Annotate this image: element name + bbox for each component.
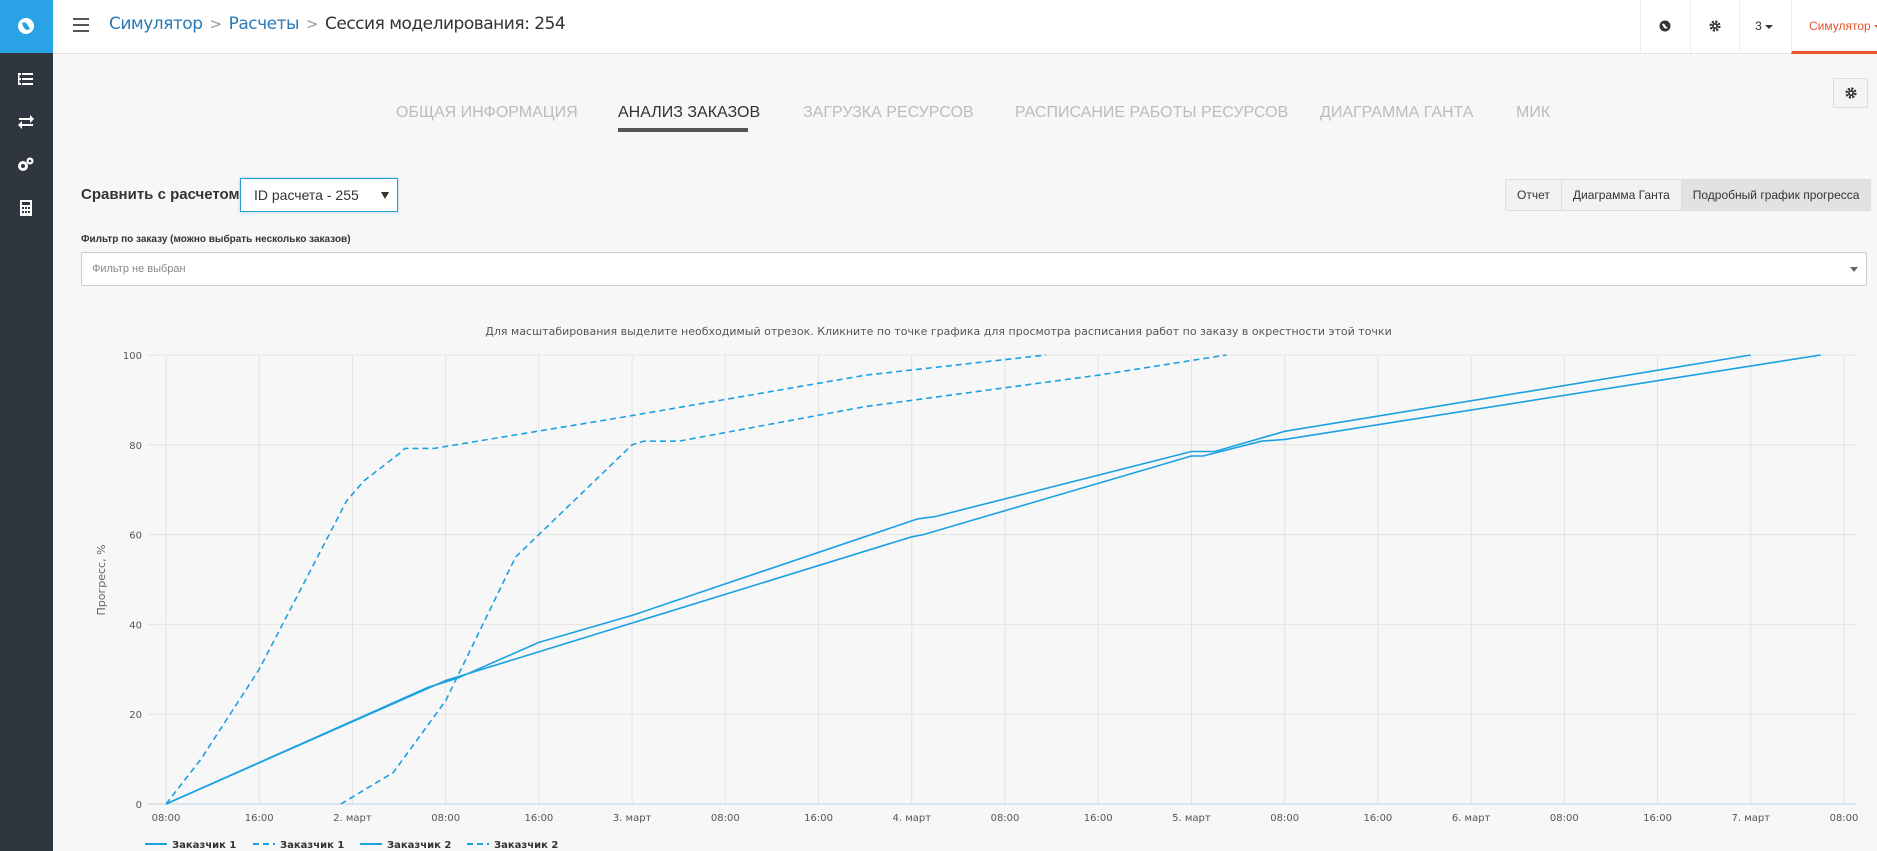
view-button-group: Отчет Диаграмма Ганта Подробный график п… bbox=[1505, 179, 1872, 211]
sidebar bbox=[0, 0, 53, 851]
x-tick-label: 3. март bbox=[613, 813, 652, 824]
x-tick-label: 16:00 bbox=[1643, 813, 1672, 824]
x-tick-label: 6. март bbox=[1452, 813, 1491, 824]
series-line[interactable] bbox=[340, 354, 1227, 805]
language-button[interactable] bbox=[1640, 0, 1690, 53]
app-logo[interactable] bbox=[0, 0, 53, 53]
breadcrumb-separator: > bbox=[209, 15, 223, 33]
breadcrumb-separator: > bbox=[305, 15, 319, 33]
globe-logo-icon bbox=[18, 18, 34, 34]
x-tick-label: 2. март bbox=[333, 813, 372, 824]
breadcrumb-current: Сессия моделирования: 254 bbox=[325, 14, 566, 34]
legend-item[interactable]: Заказчик 2 bbox=[494, 840, 558, 851]
user-menu[interactable]: Симулятор bbox=[1791, 0, 1877, 54]
series-line[interactable] bbox=[165, 354, 1821, 805]
x-tick-label: 08:00 bbox=[1830, 813, 1859, 824]
x-tick-label: 08:00 bbox=[431, 813, 460, 824]
exchange-icon[interactable] bbox=[15, 111, 37, 133]
gear-icon bbox=[1709, 20, 1721, 32]
x-tick-label: 08:00 bbox=[711, 813, 740, 824]
cogs-icon[interactable] bbox=[15, 154, 37, 176]
gantt-button[interactable]: Диаграмма Ганта bbox=[1562, 180, 1682, 210]
tab-order-analysis[interactable]: АНАЛИЗ ЗАКАЗОВ bbox=[618, 104, 761, 121]
report-button[interactable]: Отчет bbox=[1506, 180, 1562, 210]
y-tick-label: 60 bbox=[129, 531, 142, 542]
y-tick-label: 0 bbox=[136, 800, 142, 811]
legend-item[interactable]: Заказчик 2 bbox=[387, 840, 451, 851]
chart-settings-button[interactable] bbox=[1833, 78, 1868, 108]
top-bar: Симулятор > Расчеты > Сессия моделирования: … bbox=[53, 0, 1877, 54]
number-value: 3 bbox=[1755, 19, 1762, 33]
x-tick-label: 08:00 bbox=[991, 813, 1020, 824]
progress-chart-button[interactable]: Подробный график прогресса bbox=[1681, 180, 1871, 210]
chevron-down-icon bbox=[1850, 267, 1858, 272]
settings-button[interactable] bbox=[1690, 0, 1740, 53]
progress-chart[interactable]: 08:00 16:00 2. март 08:00 16:00 3. март 08:00 1… bbox=[53, 340, 1877, 851]
filter-label: Фильтр по заказу (можно выбрать нескольк… bbox=[81, 234, 351, 245]
breadcrumb-simulator[interactable]: Симулятор bbox=[109, 14, 203, 34]
x-tick-label: 08:00 bbox=[1270, 813, 1299, 824]
breadcrumb-calculations[interactable]: Расчеты bbox=[228, 14, 300, 34]
list-icon[interactable] bbox=[15, 69, 37, 91]
compare-select[interactable]: ID расчета - 255 bbox=[240, 178, 398, 212]
tab-gantt[interactable]: ДИАГРАММА ГАНТА bbox=[1320, 104, 1474, 121]
x-tick-label: 5. март bbox=[1172, 813, 1211, 824]
y-tick-label: 80 bbox=[129, 441, 142, 452]
breadcrumb: Симулятор > Расчеты > Сессия моделирования: … bbox=[109, 14, 566, 34]
compare-select-value: ID расчета - 255 bbox=[254, 187, 359, 203]
gear-icon bbox=[1845, 87, 1857, 99]
tab-general-info[interactable]: ОБЩАЯ ИНФОРМАЦИЯ bbox=[396, 104, 578, 121]
legend-item[interactable]: Заказчик 1 bbox=[280, 840, 344, 851]
caret-down-icon bbox=[1764, 24, 1773, 29]
tab-mik[interactable]: МИК bbox=[1516, 104, 1551, 121]
x-tick-label: 4. март bbox=[892, 813, 931, 824]
tab-resource-load[interactable]: ЗАГРУЗКА РЕСУРСОВ bbox=[803, 104, 974, 121]
user-menu-label: Симулятор bbox=[1809, 19, 1871, 33]
x-tick-label: 7. март bbox=[1731, 813, 1770, 824]
y-tick-label: 40 bbox=[129, 620, 142, 631]
series-line[interactable] bbox=[165, 354, 1046, 805]
calculator-icon[interactable] bbox=[15, 197, 37, 219]
compare-label: Сравнить с расчетом: bbox=[81, 186, 245, 203]
y-tick-label: 20 bbox=[129, 710, 142, 721]
x-tick-label: 16:00 bbox=[804, 813, 833, 824]
x-tick-label: 16:00 bbox=[1363, 813, 1392, 824]
caret-down-icon bbox=[1873, 24, 1877, 29]
order-filter-select[interactable]: Фильтр не выбран bbox=[81, 252, 1867, 286]
chart-hint: Для масштабирования выделите необходимый… bbox=[485, 325, 1392, 338]
x-tick-label: 08:00 bbox=[152, 813, 181, 824]
x-tick-label: 16:00 bbox=[1084, 813, 1113, 824]
x-tick-label: 16:00 bbox=[524, 813, 553, 824]
menu-toggle-icon[interactable] bbox=[73, 18, 89, 32]
y-axis-label: Прогресс, % bbox=[95, 544, 108, 615]
select-arrow-icon bbox=[381, 192, 389, 199]
y-tick-label: 100 bbox=[123, 351, 142, 362]
series-line[interactable] bbox=[165, 354, 1751, 805]
x-tick-label: 16:00 bbox=[245, 813, 274, 824]
number-dropdown[interactable]: 3 bbox=[1739, 0, 1788, 53]
filter-placeholder: Фильтр не выбран bbox=[92, 263, 186, 275]
active-tab-indicator bbox=[618, 128, 748, 132]
tab-resource-schedule[interactable]: РАСПИСАНИЕ РАБОТЫ РЕСУРСОВ bbox=[1015, 104, 1289, 121]
globe-icon bbox=[1659, 20, 1671, 32]
x-tick-label: 08:00 bbox=[1550, 813, 1579, 824]
legend-item[interactable]: Заказчик 1 bbox=[172, 840, 236, 851]
